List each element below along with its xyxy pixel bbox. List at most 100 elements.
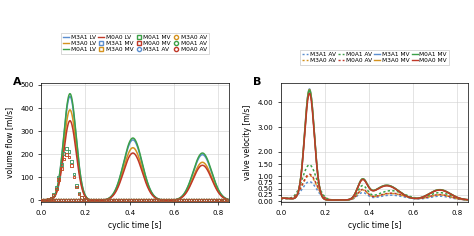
Point <box>70 172 78 176</box>
Point <box>108 198 115 202</box>
Point <box>43 198 50 202</box>
Point <box>120 198 128 202</box>
Point <box>185 198 193 202</box>
Point <box>63 198 70 202</box>
Point <box>191 198 198 202</box>
Point <box>213 198 220 202</box>
Point <box>223 198 230 202</box>
Point <box>223 198 230 202</box>
Point <box>175 198 183 202</box>
Point <box>160 198 168 202</box>
Point <box>203 198 210 202</box>
Point <box>65 155 73 159</box>
Point <box>168 198 175 202</box>
Point <box>193 198 201 202</box>
Point <box>178 198 185 202</box>
Point <box>125 198 133 202</box>
Point <box>88 198 95 202</box>
Point <box>133 198 140 202</box>
Text: B: B <box>253 77 261 87</box>
Point <box>201 198 208 202</box>
Point <box>90 198 98 202</box>
Point <box>218 198 226 202</box>
Point <box>118 198 125 202</box>
Point <box>193 198 201 202</box>
Point <box>150 198 158 202</box>
Point <box>103 198 110 202</box>
Point <box>150 198 158 202</box>
Point <box>82 198 90 202</box>
Point <box>143 198 150 202</box>
Point <box>57 163 65 166</box>
Point <box>60 152 68 156</box>
Point <box>105 198 113 202</box>
Point <box>188 198 195 202</box>
Legend: M3A1 AV, M3A0 AV, M0A1 AV, M0A0 AV, M3A1 MV, M3A0 MV, M0A1 MV, M0A0 MV: M3A1 AV, M3A0 AV, M0A1 AV, M0A0 AV, M3A1… <box>300 50 449 65</box>
Point <box>98 198 105 202</box>
Point <box>158 198 165 202</box>
Point <box>208 198 216 202</box>
Point <box>180 198 188 202</box>
Point <box>92 198 100 202</box>
Point <box>135 198 143 202</box>
Point <box>47 198 55 202</box>
Point <box>215 198 223 202</box>
Point <box>148 198 155 202</box>
Point <box>55 198 63 202</box>
Point <box>95 198 103 202</box>
Point <box>201 198 208 202</box>
Point <box>193 198 201 202</box>
Point <box>92 198 100 202</box>
Point <box>75 191 82 195</box>
Point <box>138 198 146 202</box>
Point <box>213 198 220 202</box>
Point <box>145 198 153 202</box>
Point <box>90 198 98 202</box>
Point <box>201 198 208 202</box>
Point <box>85 198 93 202</box>
Point <box>195 198 203 202</box>
Point <box>145 198 153 202</box>
Point <box>95 198 103 202</box>
Point <box>63 198 70 202</box>
Point <box>108 198 115 202</box>
Point <box>205 198 213 202</box>
Point <box>125 198 133 202</box>
Point <box>158 198 165 202</box>
Point <box>73 183 80 187</box>
Point <box>60 198 68 202</box>
Point <box>158 198 165 202</box>
Point <box>125 198 133 202</box>
Point <box>100 198 108 202</box>
Point <box>135 198 143 202</box>
Point <box>203 198 210 202</box>
Point <box>123 198 130 202</box>
Point <box>143 198 150 202</box>
Point <box>185 198 193 202</box>
Point <box>183 198 191 202</box>
Point <box>218 198 226 202</box>
Text: A: A <box>13 77 22 87</box>
Point <box>165 198 173 202</box>
Point <box>143 198 150 202</box>
Point <box>193 198 201 202</box>
Point <box>195 198 203 202</box>
Point <box>208 198 216 202</box>
Point <box>40 198 47 202</box>
Point <box>40 198 47 202</box>
Point <box>45 198 53 202</box>
Point <box>180 198 188 202</box>
Point <box>210 198 218 202</box>
Point <box>193 198 201 202</box>
Point <box>45 198 53 202</box>
Point <box>120 198 128 202</box>
Point <box>125 198 133 202</box>
Point <box>57 198 65 202</box>
Point <box>110 198 118 202</box>
Point <box>37 198 45 202</box>
Point <box>50 193 57 197</box>
Point <box>80 198 88 201</box>
Point <box>138 198 146 202</box>
Point <box>183 198 191 202</box>
Point <box>82 198 90 202</box>
